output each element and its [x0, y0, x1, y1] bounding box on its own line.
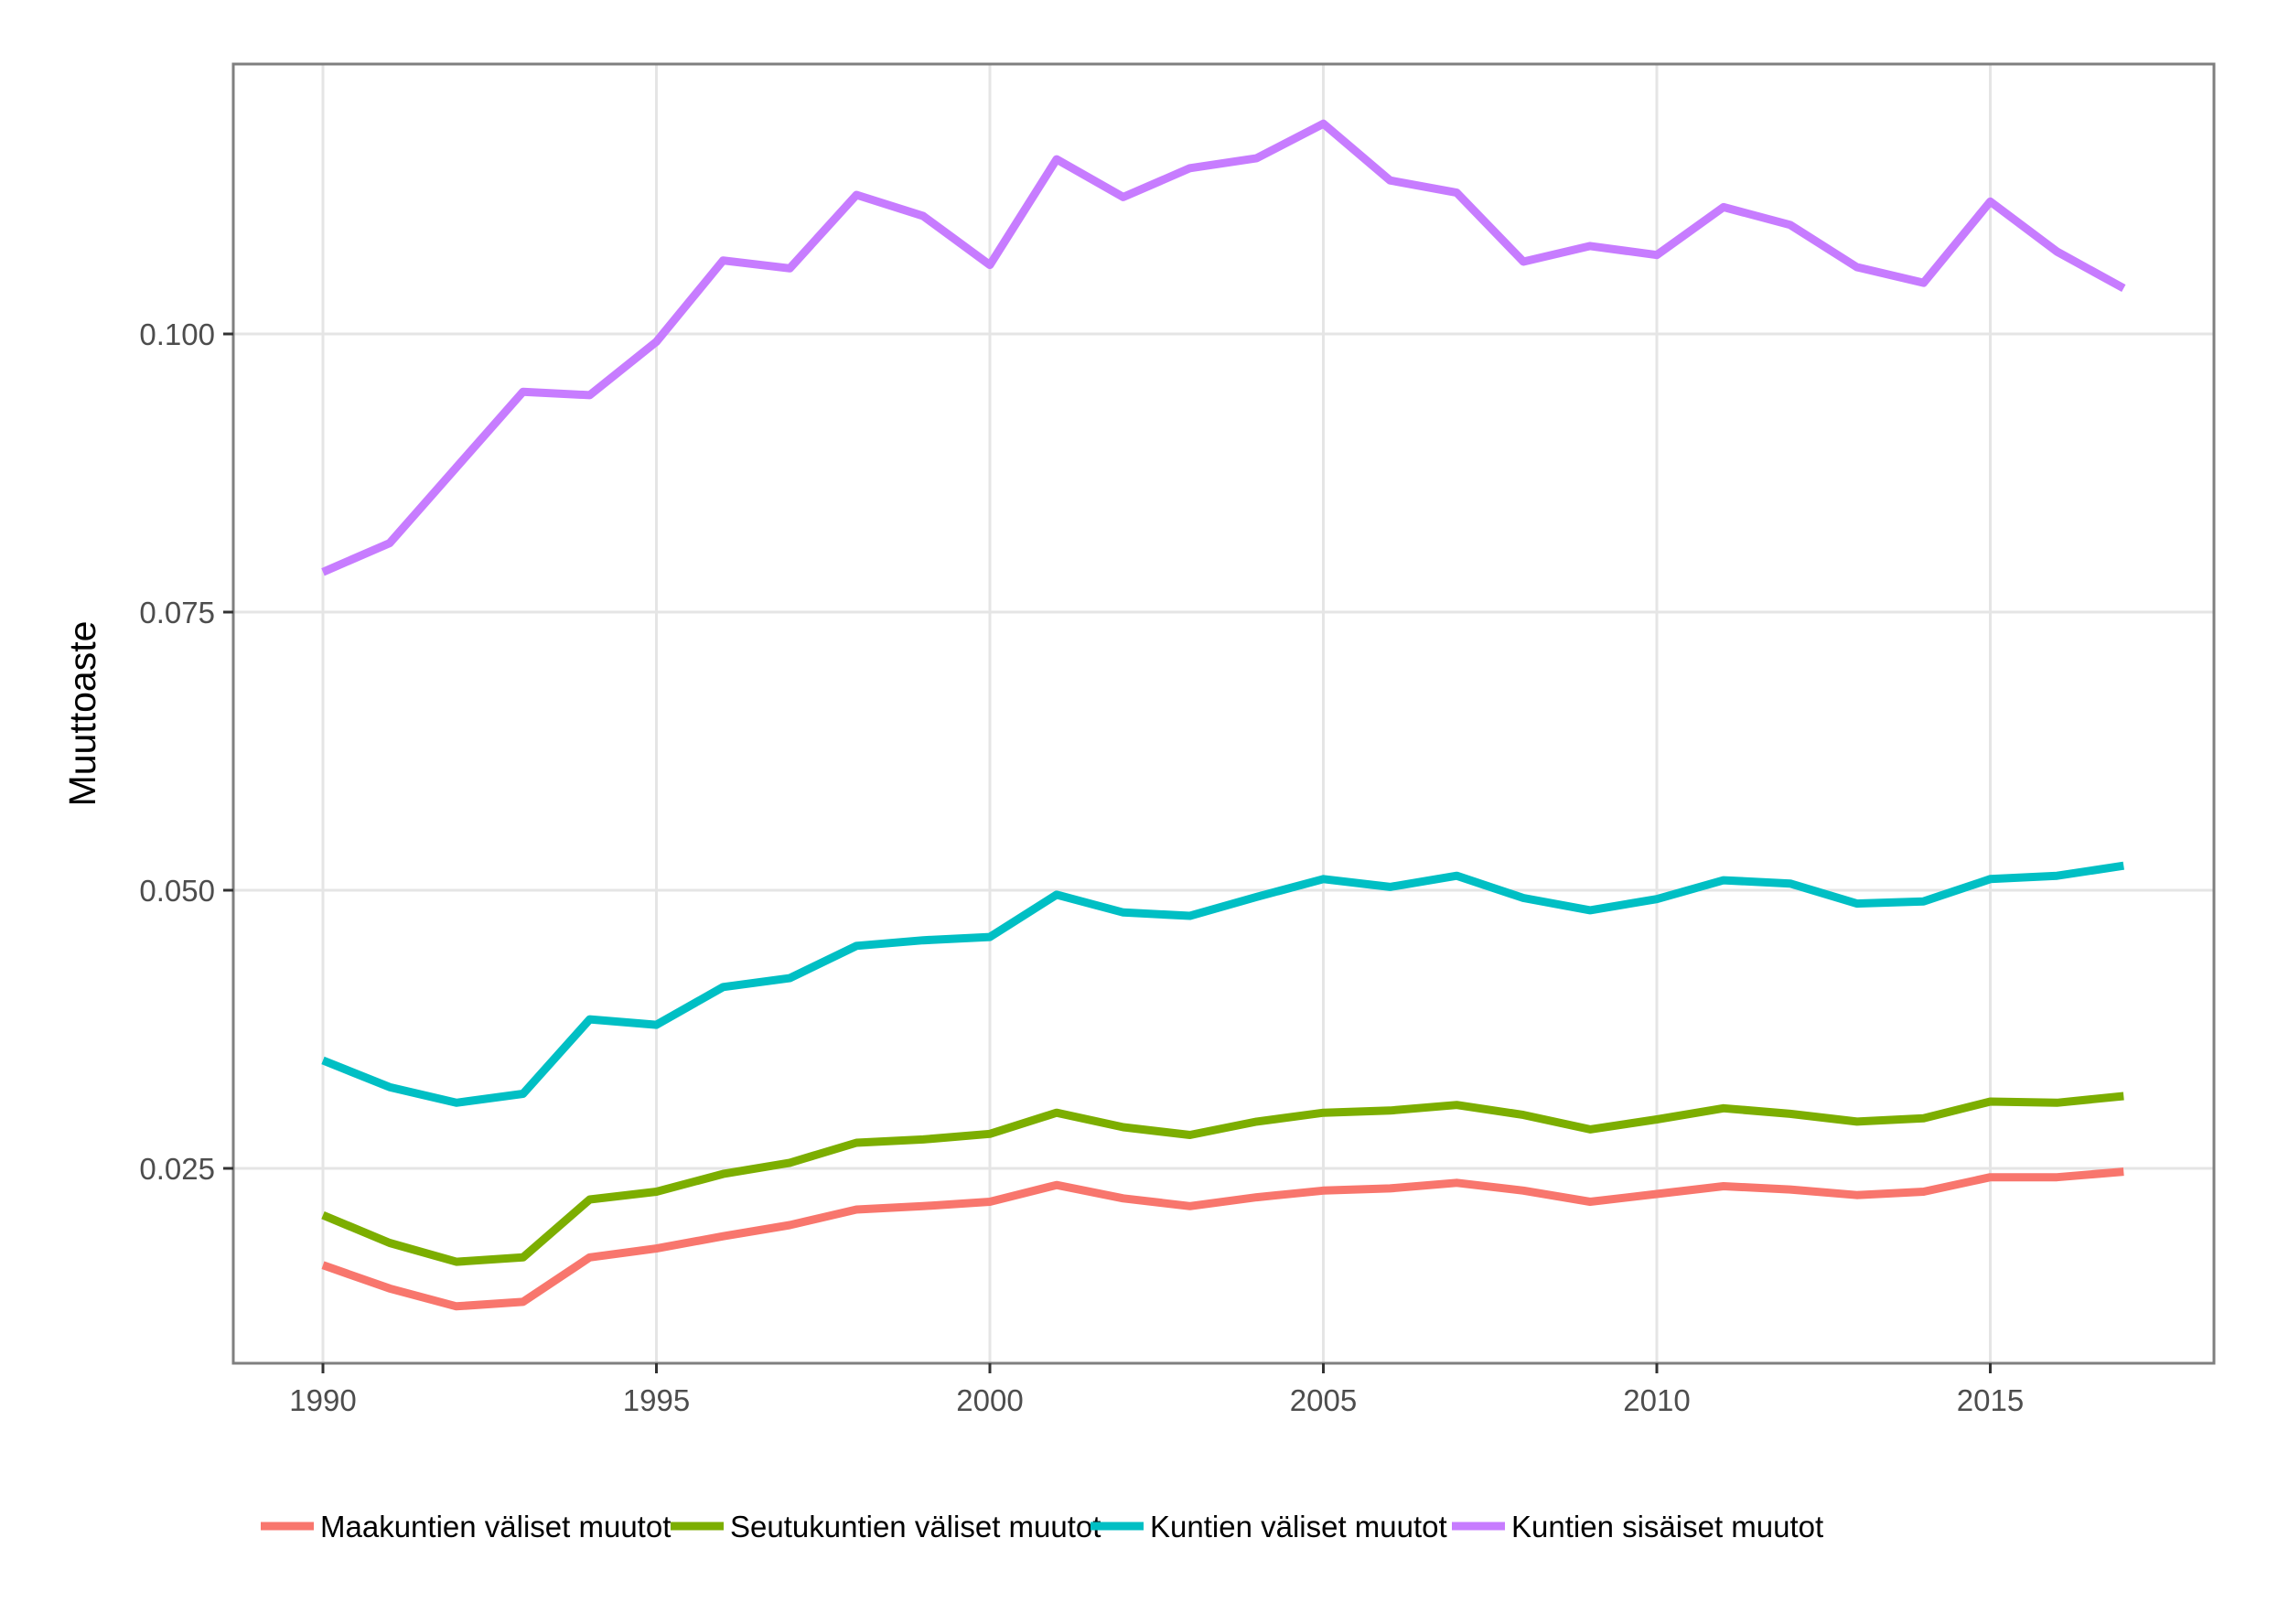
y-tick-label: 0.075: [139, 596, 215, 629]
legend-label: Maakuntien väliset muutot: [320, 1510, 671, 1543]
series-line: [321, 1092, 2124, 1266]
plot-panel-border: [231, 62, 2216, 1365]
legend-label: Kuntien väliset muutot: [1150, 1510, 1447, 1543]
series-line: [321, 861, 2124, 1107]
x-tick-label: 2005: [1290, 1383, 1357, 1417]
x-tick-label: 1990: [289, 1383, 356, 1417]
legend: Maakuntien väliset muutot Seutukuntien vä…: [261, 1510, 1823, 1543]
x-tick-label: 2000: [956, 1383, 1023, 1417]
x-axis: 1990 1995 2000 2005 2010 2015: [289, 1363, 2024, 1417]
x-tick-label: 2015: [1957, 1383, 2024, 1417]
y-tick-label: 0.050: [139, 874, 215, 908]
grid-lines: [233, 64, 2214, 1363]
legend-label: Kuntien sisäiset muutot: [1511, 1510, 1823, 1543]
y-tick-label: 0.100: [139, 317, 215, 351]
y-tick-label: 0.025: [139, 1152, 215, 1186]
series-lines: [321, 119, 2126, 1311]
series-line: [321, 1167, 2124, 1311]
series-line: [321, 119, 2126, 576]
y-axis: 0.025 0.050 0.075 0.100: [139, 317, 233, 1186]
x-tick-label: 1995: [623, 1383, 690, 1417]
legend-label: Seutukuntien väliset muutot: [730, 1510, 1101, 1543]
y-axis-title: Muuttoaste: [61, 621, 103, 807]
x-tick-label: 2010: [1623, 1383, 1690, 1417]
